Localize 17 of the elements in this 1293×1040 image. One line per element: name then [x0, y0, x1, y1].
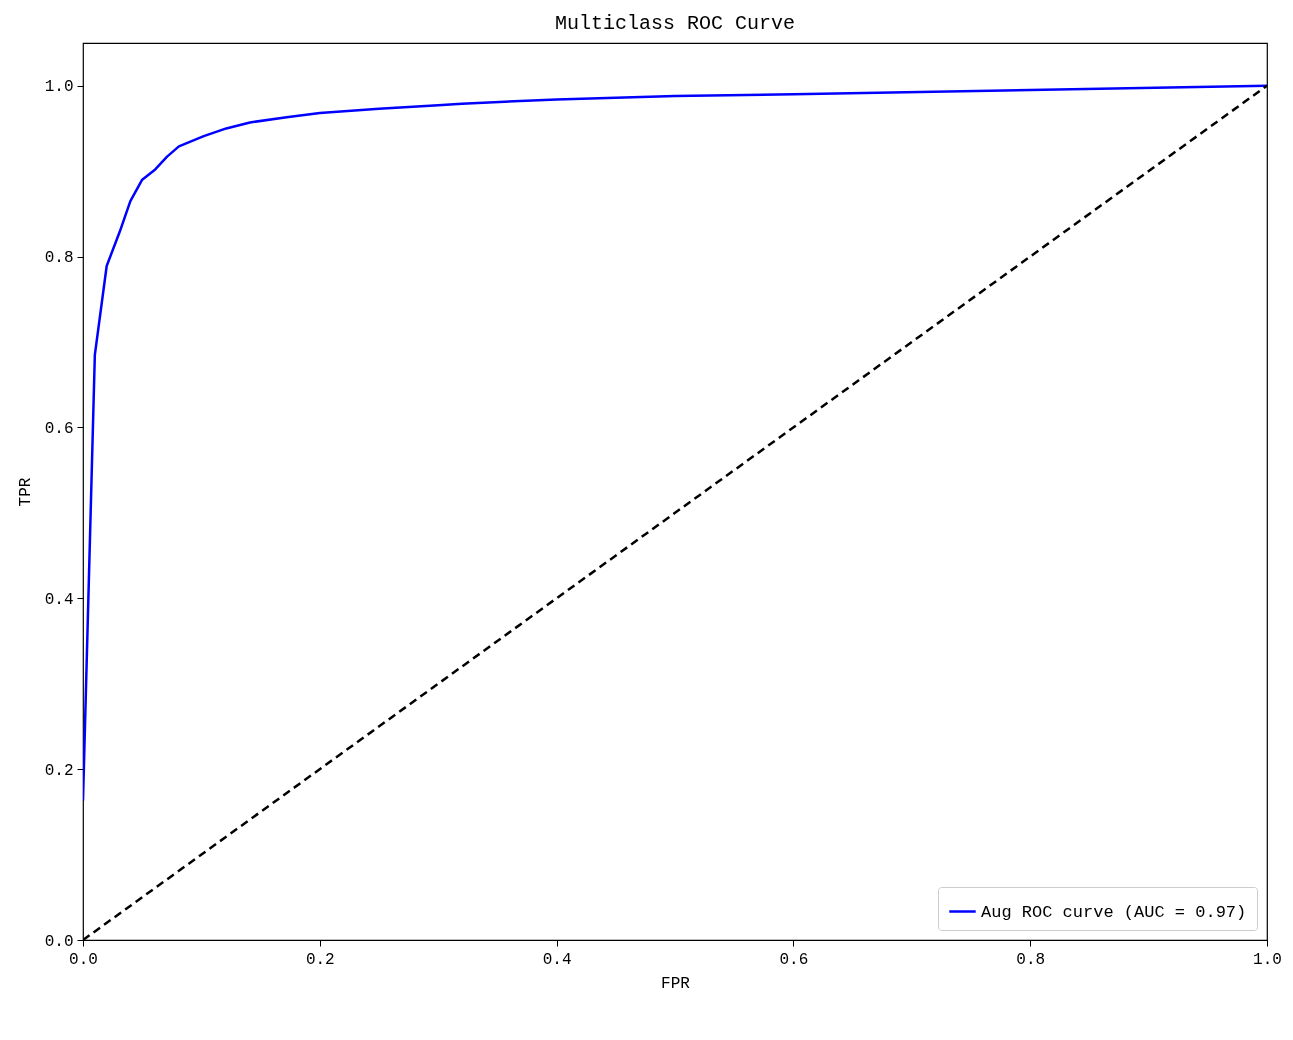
x-tick-label: 0.4 — [542, 950, 572, 969]
x-tick-label: 0.8 — [1016, 950, 1046, 969]
y-axis-title: TPR — [16, 477, 35, 507]
y-tick-label: 0.4 — [44, 590, 74, 609]
x-tick-label: 1.0 — [1253, 950, 1282, 969]
legend-label: Aug ROC curve (AUC = 0.97) — [981, 902, 1247, 922]
x-axis-title: FPR — [661, 974, 691, 993]
x-tick-label: 0.6 — [779, 950, 809, 969]
x-tick-label: 0.2 — [305, 950, 335, 969]
y-tick-label: 0.6 — [44, 419, 74, 438]
line-series — [83, 84, 1267, 802]
y-tick-label: 0.2 — [44, 761, 74, 780]
y-tick-label: 1.0 — [44, 78, 74, 97]
y-tick-label: 0.0 — [44, 932, 74, 951]
y-tick-label: 0.8 — [44, 249, 74, 268]
chart-title: Multiclass ROC Curve — [554, 12, 796, 35]
x-tick-label: 0.0 — [69, 950, 98, 969]
